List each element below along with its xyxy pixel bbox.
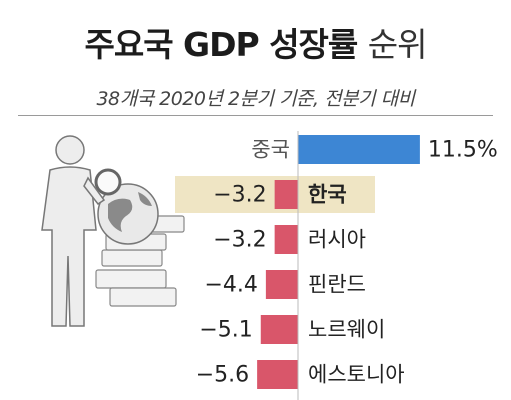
category-label: 핀란드 [308, 273, 366, 297]
category-label: 에스토니아 [308, 363, 405, 387]
title-suffix: 순위 [367, 25, 428, 64]
value-label: −5.6 [196, 363, 249, 388]
category-label: 노르웨이 [308, 318, 385, 342]
businessman-globe-illustration [41, 135, 185, 327]
bar-러시아 [274, 225, 298, 254]
value-label: 11.5% [428, 138, 498, 163]
bar-핀란드 [265, 270, 298, 299]
value-label: −4.4 [204, 273, 257, 298]
bar-노르웨이 [260, 315, 298, 344]
title-divider [18, 115, 493, 116]
category-label: 한국 [308, 183, 347, 207]
chart-subtitle: 38개국 2020년 2분기 기준, 전분기 대비 [96, 88, 415, 110]
bar-에스토니아 [257, 360, 298, 389]
bar-한국 [274, 180, 298, 209]
title-main: 주요국 GDP 성장률 [84, 25, 358, 64]
category-label: 중국 [251, 138, 290, 162]
category-label: 러시아 [308, 228, 366, 252]
globe-icon [97, 183, 159, 245]
value-label: −3.2 [213, 183, 266, 208]
value-label: −5.1 [199, 318, 252, 343]
businessman-icon [41, 135, 106, 327]
value-label: −3.2 [213, 228, 266, 253]
chart-title: 주요국 GDP 성장률 순위 [0, 18, 511, 66]
bar-중국 [298, 135, 420, 164]
